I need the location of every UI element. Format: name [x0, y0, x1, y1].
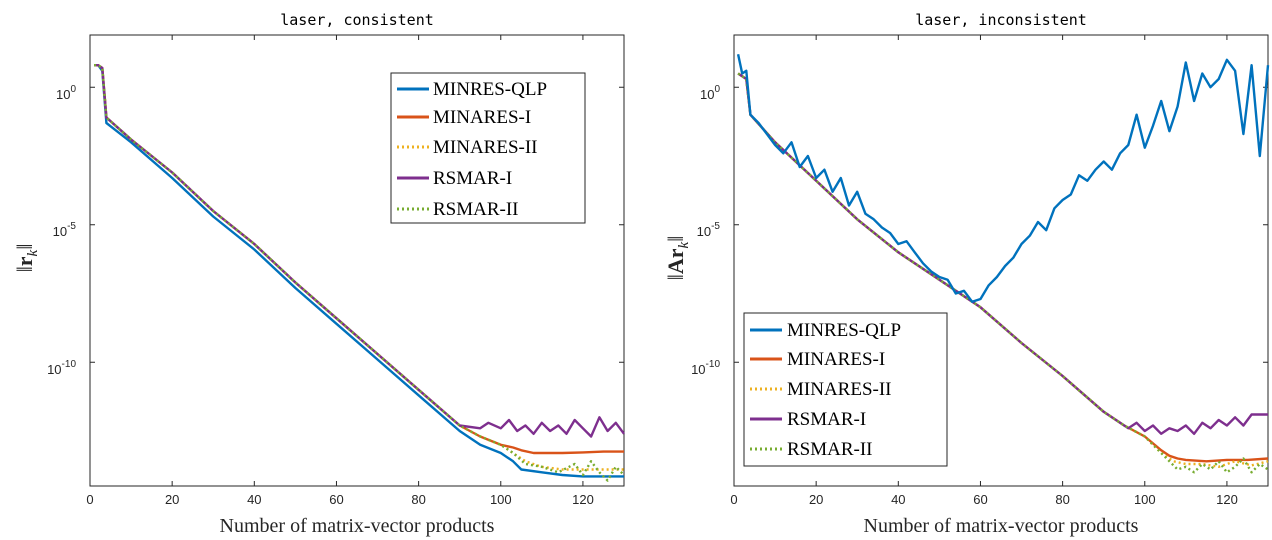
x-tick-label: 80 [1055, 492, 1069, 507]
y-tick-label: 100 [700, 84, 720, 102]
x-tick-label: 120 [572, 492, 594, 507]
series-line-rsmar-i [737, 72, 1268, 435]
legend-label: MINRES-QLP [433, 79, 547, 100]
plot-lines-inconsistent [736, 53, 1270, 474]
x-tick-label: 0 [86, 492, 93, 507]
legend-consistent: MINRES-QLP MINARES-I MINARES-II RSMAR-I … [390, 72, 586, 224]
chart-title-inconsistent: laser, inconsistent [915, 11, 1087, 29]
legend-label: MINARES-II [787, 379, 892, 400]
legend-label: MINRES-QLP [787, 320, 901, 341]
x-tick-label: 20 [809, 492, 823, 507]
legend-label: MINARES-I [433, 107, 531, 128]
plot-lines-consistent [94, 63, 625, 482]
x-tick-label: 60 [973, 492, 987, 507]
x-tick-label: 120 [1216, 492, 1238, 507]
chart-consistent: laser, consistent 0 20 40 60 80 100 120 … [12, 11, 625, 537]
legend-box [743, 312, 948, 467]
y-tick-label: 10-5 [53, 221, 77, 239]
chart-title-consistent: laser, consistent [280, 11, 434, 29]
legend-label: MINARES-II [433, 137, 538, 158]
x-tick-label: 0 [730, 492, 737, 507]
x-tick-label: 60 [329, 492, 343, 507]
x-axis-label-inconsistent: Number of matrix-vector products [864, 515, 1139, 537]
x-tick-label: 80 [411, 492, 425, 507]
x-tick-label: 20 [165, 492, 179, 507]
series-line-minres-qlp [736, 53, 1270, 303]
y-tick-label: 10-10 [47, 359, 76, 377]
x-axis-label-consistent: Number of matrix-vector products [220, 515, 495, 537]
axis-ticks-consistent [89, 35, 624, 486]
y-tick-label: 10-10 [691, 359, 720, 377]
series-line-rsmar-ii [94, 63, 625, 482]
series-line-minres-qlp [94, 63, 624, 478]
series-line-rsmar-ii [737, 72, 1269, 474]
y-tick-label: 100 [56, 84, 76, 102]
x-tick-label: 40 [891, 492, 905, 507]
axis-ticks-inconsistent [733, 35, 1268, 486]
x-tick-label: 40 [247, 492, 261, 507]
legend-label: RSMAR-I [433, 168, 512, 189]
legend-label: RSMAR-I [787, 409, 866, 430]
legend-inconsistent: MINRES-QLP MINARES-I MINARES-II RSMAR-I … [743, 312, 948, 467]
chart-inconsistent: laser, inconsistent 0 20 40 60 80 100 12… [663, 11, 1270, 537]
legend-label: RSMAR-II [787, 439, 873, 460]
y-axis-label-consistent: ‖rk‖ [12, 244, 41, 273]
y-tick-label: 10-5 [697, 221, 721, 239]
legend-label: RSMAR-II [433, 199, 519, 220]
series-line-rsmar-i [94, 63, 625, 438]
legend-label: MINARES-I [787, 349, 885, 370]
x-tick-label: 100 [1134, 492, 1156, 507]
y-axis-label-inconsistent: ‖Ark‖ [663, 236, 692, 281]
x-tick-label: 100 [490, 492, 512, 507]
